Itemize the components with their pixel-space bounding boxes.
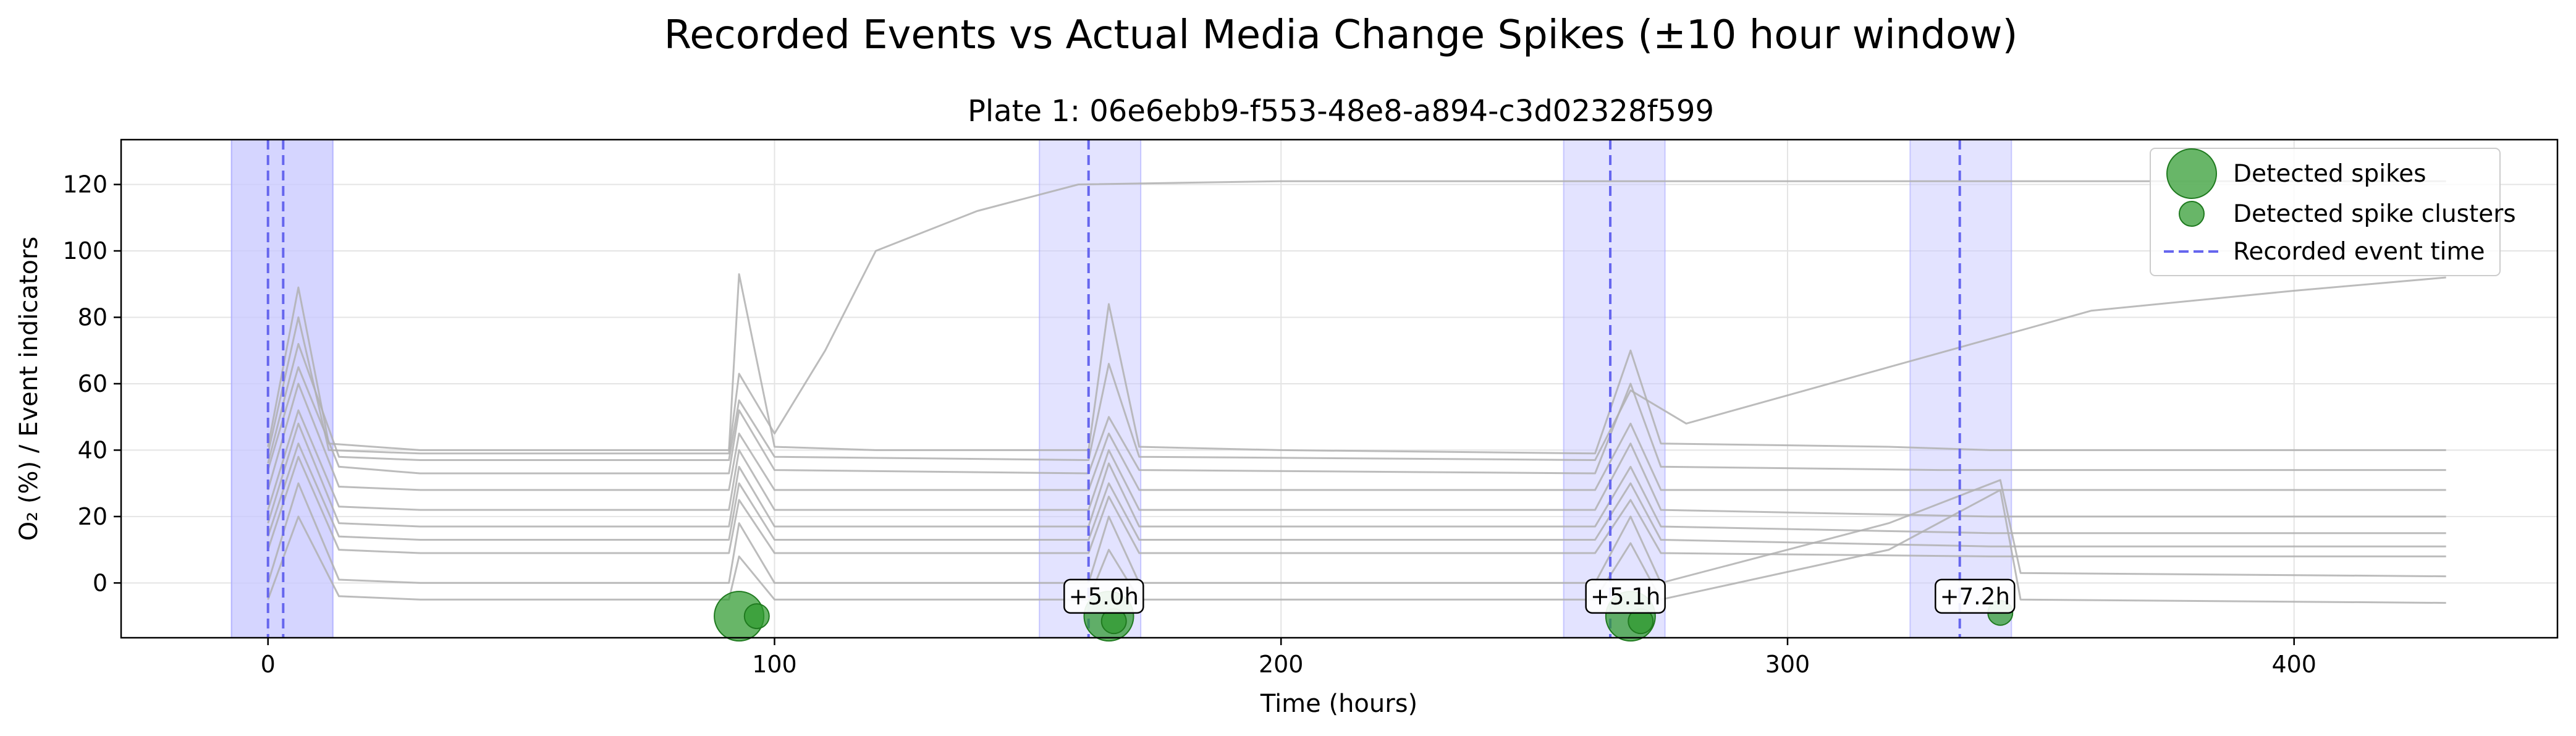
o2-trace-9 xyxy=(267,479,2446,584)
y-axis-label: O₂ (%) / Event indicators xyxy=(15,237,43,541)
spike-marker-1 xyxy=(743,603,770,630)
y-tick-label-2: 40 xyxy=(78,436,108,463)
recorded-event-lines xyxy=(266,140,1961,638)
event-window-3 xyxy=(1563,139,1666,638)
o2-trace-8 xyxy=(267,455,2446,557)
offset-annotations: +5.0h +5.1h +7.2h xyxy=(1063,578,2016,614)
offset-annotation-box-4 xyxy=(1935,578,2016,614)
y-tick-label-5: 100 xyxy=(62,237,108,264)
x-tick-label-4: 400 xyxy=(2271,651,2316,678)
legend-label-spike-clusters: Detected spike clusters xyxy=(2233,200,2516,228)
offset-annotation-box-3 xyxy=(1585,578,1666,614)
legend-frame xyxy=(2150,148,2501,276)
x-tick-label-1: 100 xyxy=(752,651,797,678)
o2-trace-7 xyxy=(267,442,2446,548)
event-windows xyxy=(230,139,2012,638)
event-window-2 xyxy=(1039,139,1142,638)
y-tick-label-0: 0 xyxy=(93,569,108,596)
offset-annotation-label-2: +5.0h xyxy=(1069,583,1139,610)
axes-frame xyxy=(120,138,2559,639)
legend-label-detected-spikes: Detected spikes xyxy=(2233,160,2426,188)
y-tick-label-1: 20 xyxy=(78,503,108,530)
o2-traces xyxy=(267,180,2446,604)
x-tick-label-3: 300 xyxy=(1765,651,1810,678)
figure-suptitle: Recorded Events vs Actual Media Change S… xyxy=(664,12,2018,58)
o2-trace-3 xyxy=(267,366,2446,475)
o2-trace-5 xyxy=(267,409,2446,518)
o2-trace-10 xyxy=(267,489,2446,604)
legend: Detected spikes Detected spike clusters … xyxy=(2150,148,2516,276)
legend-label-recorded-event: Recorded event time xyxy=(2233,238,2485,266)
x-tick-label-0: 0 xyxy=(261,651,276,678)
x-axis-label: Time (hours) xyxy=(1260,690,1417,718)
y-axis-ticks: 0 20 40 60 80 100 120 xyxy=(62,171,121,596)
x-axis-ticks: 0 100 200 300 400 xyxy=(261,638,2316,678)
plot-area: +5.0h +5.1h +7.2h xyxy=(120,138,2559,642)
y-tick-label-4: 80 xyxy=(78,303,108,331)
o2-trace-0 xyxy=(267,273,2446,455)
chart-title: Plate 1: 06e6ebb9-f553-48e8-a894-c3d0232… xyxy=(968,94,1714,129)
y-tick-label-3: 60 xyxy=(78,370,108,397)
o2-trace-1 xyxy=(267,180,2446,455)
offset-annotation-label-4: +7.2h xyxy=(1940,583,2010,610)
legend-marker-detected-spikes xyxy=(2166,148,2217,199)
x-tick-label-2: 200 xyxy=(1259,651,1304,678)
offset-annotation-box-2 xyxy=(1063,578,1144,614)
legend-marker-spike-clusters xyxy=(2179,201,2205,227)
offset-annotation-label-3: +5.1h xyxy=(1590,583,1660,610)
o2-trace-2 xyxy=(267,276,2446,464)
o2-trace-4 xyxy=(267,383,2446,491)
y-tick-label-6: 120 xyxy=(62,171,108,198)
